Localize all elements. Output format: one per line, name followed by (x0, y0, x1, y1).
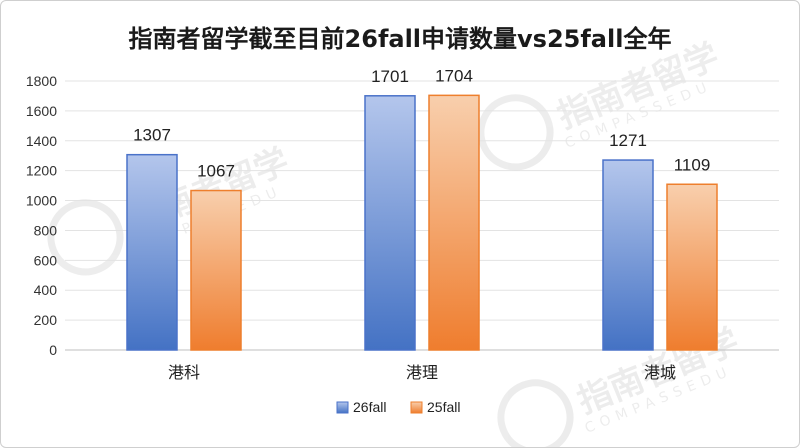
y-tick-label: 1800 (26, 73, 57, 89)
bar-26fall-港理 (364, 95, 416, 351)
bar-26fall-港城 (602, 159, 654, 351)
y-tick-label: 1000 (26, 193, 57, 209)
legend-label-26fall: 26fall (353, 399, 386, 415)
legend-swatch-25fall (410, 401, 423, 414)
data-label: 1067 (197, 162, 235, 181)
y-tick-label: 200 (34, 312, 58, 328)
x-tick-label: 港科 (168, 363, 200, 382)
y-tick-label: 800 (34, 222, 58, 238)
x-tick-label: 港城 (644, 363, 676, 382)
bar-26fall-港科 (126, 153, 178, 351)
y-tick-label: 1400 (26, 133, 57, 149)
x-tick-label: 港理 (406, 363, 438, 382)
data-label: 1701 (371, 67, 409, 86)
legend-label-25fall: 25fall (427, 399, 460, 415)
y-tick-label: 1600 (26, 103, 57, 119)
y-tick-label: 600 (34, 252, 58, 268)
data-label: 1271 (609, 131, 647, 150)
y-tick-label: 0 (49, 342, 57, 358)
bar-25fall-港城 (666, 183, 718, 351)
data-label: 1109 (674, 155, 711, 174)
data-label: 1307 (133, 126, 171, 145)
bar-25fall-港理 (428, 94, 480, 351)
chart-title: 指南者留学截至目前26fall申请数量vs25fall全年 (129, 25, 672, 53)
y-tick-label: 1200 (26, 163, 57, 179)
data-label: 1704 (435, 66, 473, 85)
y-tick-label: 400 (34, 282, 58, 298)
legend-swatch-26fall (336, 401, 349, 414)
bar-25fall-港科 (190, 189, 242, 351)
